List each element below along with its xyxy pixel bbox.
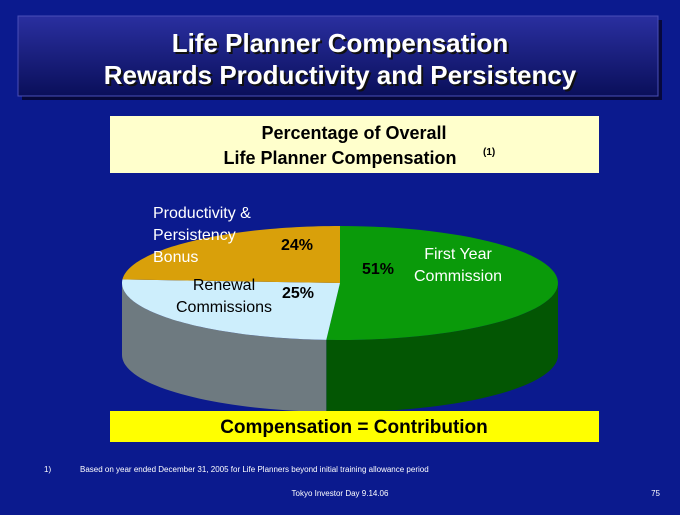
chart-title-box [110,116,599,173]
category-line: First Year [424,246,492,263]
category-line: Commission [414,268,502,285]
category-label: Productivity & Persistency Bonus [153,205,251,266]
banner: Compensation = Contribution [220,417,488,438]
pie-slice [326,226,558,340]
heading-line: Rewards Productivity and Persistency [104,60,577,90]
value-label: 25% [282,285,314,302]
footnote-ref: (1) [483,147,495,158]
pie-slice [122,279,340,340]
category-line: Bonus [153,249,198,266]
footer: Tokyo Investor Day 9.14.06 [292,489,389,498]
category-line: Renewal [193,277,255,294]
category-label: First Year Commission [414,246,502,285]
heading-line: Life Planner Compensation [172,28,509,58]
category-line: Persistency [153,227,236,244]
chart-title: Percentage of Overall [261,123,446,143]
category-line: Productivity & [153,205,251,222]
footnote: Based on year ended December 31, 2005 fo… [80,465,429,474]
footnote-marker: 1) [44,465,51,474]
pie-side [122,283,327,412]
banner-box [110,411,599,442]
header-box [17,15,659,97]
pie: First Year Commission 51% Renewal Commission… [122,205,558,412]
chart-subtitle: Life Planner Compensation [223,148,456,168]
pie-slice [122,226,340,283]
heading-shadow: Rewards Productivity and Persistency [106,62,579,92]
category-line: Commissions [176,299,272,316]
pie-side [326,283,558,412]
value-label: 51% [362,261,394,278]
category-label: Renewal Commissions [176,277,272,316]
heading-shadow: Life Planner Compensation [174,30,511,60]
page-number: 75 [651,489,660,498]
value-label: 24% [281,237,313,254]
